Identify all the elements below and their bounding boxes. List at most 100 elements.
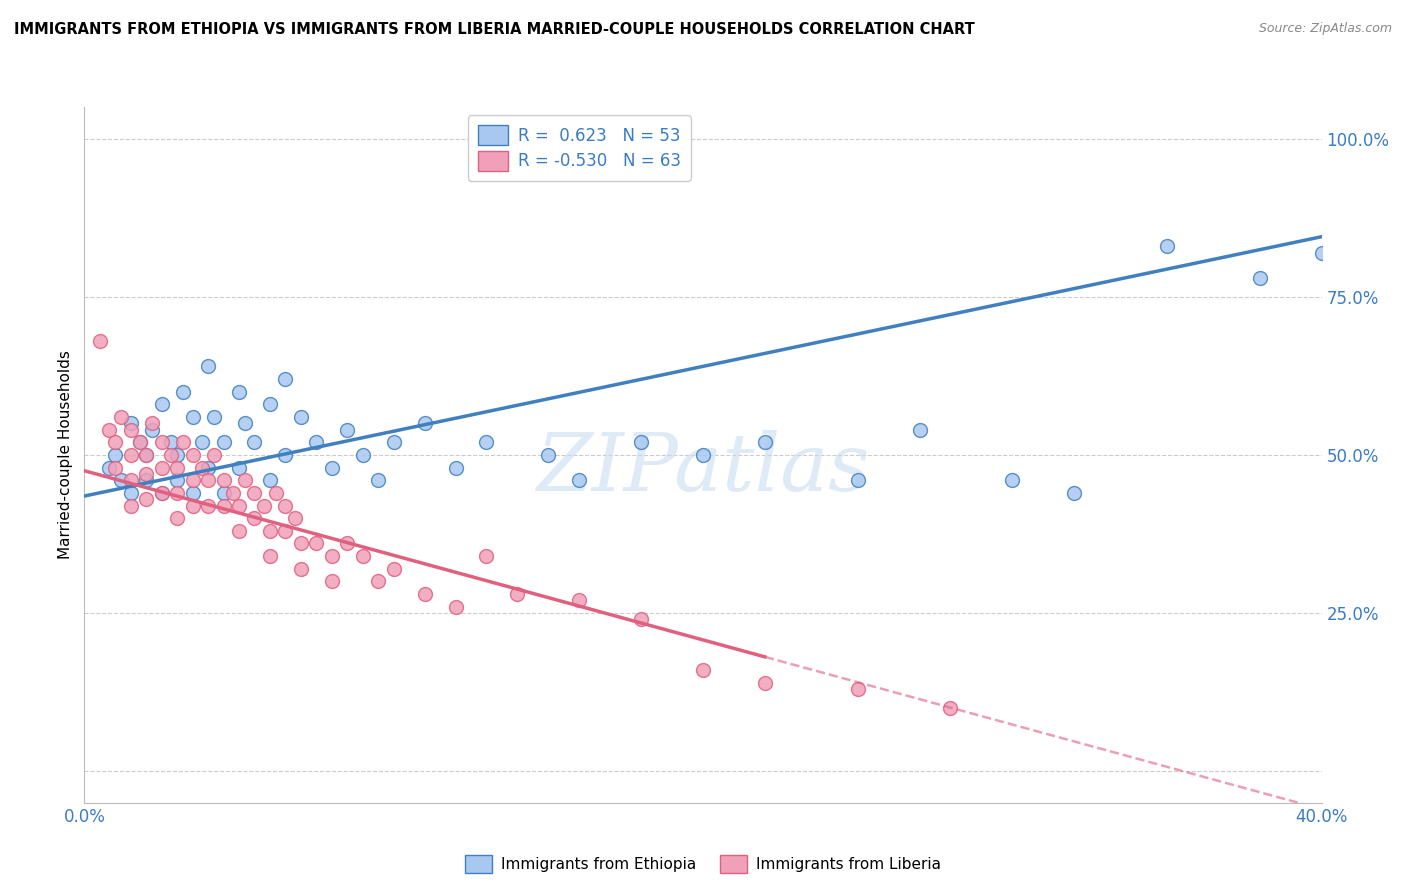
Legend: Immigrants from Ethiopia, Immigrants from Liberia: Immigrants from Ethiopia, Immigrants fro… bbox=[458, 849, 948, 879]
Point bbox=[264, 486, 287, 500]
Point bbox=[228, 524, 250, 538]
Point bbox=[290, 562, 312, 576]
Point bbox=[228, 460, 250, 475]
Point bbox=[212, 486, 235, 500]
Point bbox=[754, 435, 776, 450]
Point bbox=[89, 334, 111, 348]
Point bbox=[537, 448, 560, 462]
Point bbox=[181, 448, 204, 462]
Point bbox=[120, 486, 142, 500]
Point bbox=[274, 448, 297, 462]
Point bbox=[141, 423, 163, 437]
Point bbox=[253, 499, 276, 513]
Text: ZIPatlas: ZIPatlas bbox=[536, 430, 870, 508]
Point bbox=[228, 384, 250, 399]
Point bbox=[475, 435, 498, 450]
Point bbox=[212, 499, 235, 513]
Point bbox=[1156, 239, 1178, 253]
Point bbox=[181, 473, 204, 487]
Point bbox=[321, 574, 343, 589]
Point bbox=[135, 473, 157, 487]
Point bbox=[1249, 270, 1271, 285]
Point bbox=[290, 536, 312, 550]
Point bbox=[120, 423, 142, 437]
Point bbox=[908, 423, 931, 437]
Point bbox=[568, 593, 591, 607]
Point bbox=[754, 675, 776, 690]
Point bbox=[846, 681, 869, 696]
Point bbox=[228, 499, 250, 513]
Point bbox=[367, 574, 389, 589]
Point bbox=[110, 409, 132, 424]
Point bbox=[197, 473, 219, 487]
Point bbox=[172, 384, 194, 399]
Point bbox=[135, 448, 157, 462]
Point bbox=[222, 486, 245, 500]
Point bbox=[233, 417, 256, 431]
Point bbox=[274, 372, 297, 386]
Point bbox=[98, 460, 121, 475]
Point bbox=[352, 448, 374, 462]
Point bbox=[475, 549, 498, 563]
Point bbox=[413, 587, 436, 601]
Point bbox=[191, 435, 214, 450]
Point bbox=[413, 417, 436, 431]
Point bbox=[150, 397, 173, 411]
Point bbox=[166, 511, 188, 525]
Point bbox=[141, 417, 163, 431]
Point bbox=[135, 448, 157, 462]
Point bbox=[150, 435, 173, 450]
Point bbox=[692, 663, 714, 677]
Point bbox=[135, 492, 157, 507]
Point bbox=[630, 612, 652, 626]
Point bbox=[129, 435, 152, 450]
Point bbox=[120, 417, 142, 431]
Point bbox=[191, 460, 214, 475]
Point bbox=[259, 397, 281, 411]
Point bbox=[160, 448, 183, 462]
Point bbox=[202, 448, 225, 462]
Point bbox=[202, 409, 225, 424]
Point bbox=[110, 473, 132, 487]
Point bbox=[181, 499, 204, 513]
Point bbox=[243, 511, 266, 525]
Point bbox=[352, 549, 374, 563]
Point bbox=[274, 499, 297, 513]
Y-axis label: Married-couple Households: Married-couple Households bbox=[58, 351, 73, 559]
Point bbox=[367, 473, 389, 487]
Point bbox=[166, 460, 188, 475]
Point bbox=[846, 473, 869, 487]
Point bbox=[150, 460, 173, 475]
Point bbox=[104, 448, 127, 462]
Text: IMMIGRANTS FROM ETHIOPIA VS IMMIGRANTS FROM LIBERIA MARRIED-COUPLE HOUSEHOLDS CO: IMMIGRANTS FROM ETHIOPIA VS IMMIGRANTS F… bbox=[14, 22, 974, 37]
Point bbox=[181, 409, 204, 424]
Point bbox=[120, 499, 142, 513]
Point bbox=[506, 587, 529, 601]
Point bbox=[259, 473, 281, 487]
Point bbox=[135, 467, 157, 481]
Point bbox=[197, 499, 219, 513]
Point bbox=[104, 460, 127, 475]
Point bbox=[172, 435, 194, 450]
Point bbox=[336, 536, 359, 550]
Point bbox=[150, 486, 173, 500]
Point bbox=[243, 486, 266, 500]
Point bbox=[120, 473, 142, 487]
Point bbox=[321, 460, 343, 475]
Point bbox=[444, 599, 467, 614]
Point bbox=[284, 511, 307, 525]
Point bbox=[212, 435, 235, 450]
Point bbox=[444, 460, 467, 475]
Point bbox=[197, 359, 219, 374]
Point bbox=[212, 473, 235, 487]
Point bbox=[692, 448, 714, 462]
Point bbox=[382, 435, 405, 450]
Point bbox=[568, 473, 591, 487]
Point bbox=[1001, 473, 1024, 487]
Point bbox=[166, 448, 188, 462]
Point bbox=[233, 473, 256, 487]
Point bbox=[336, 423, 359, 437]
Point bbox=[98, 423, 121, 437]
Point bbox=[630, 435, 652, 450]
Point bbox=[274, 524, 297, 538]
